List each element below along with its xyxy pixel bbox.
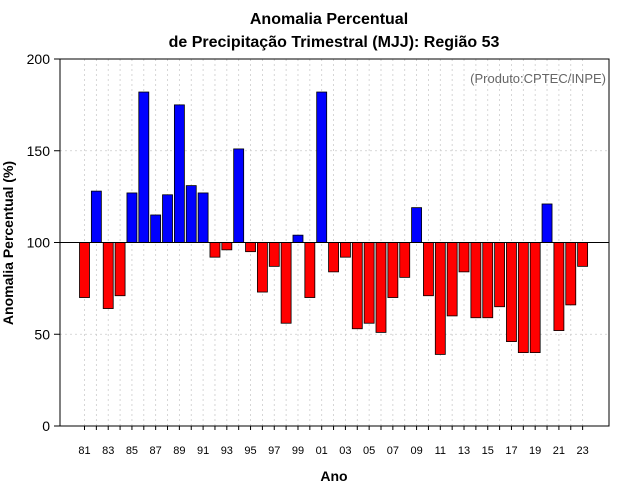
bar-00 — [304, 242, 316, 298]
bar-96 — [256, 242, 268, 293]
bar-82 — [90, 190, 102, 243]
bar-09 — [411, 207, 422, 243]
x-tick-label: 81 — [78, 445, 90, 457]
x-tick-label: 95 — [244, 445, 256, 457]
x-tick-label: 09 — [410, 445, 422, 457]
bar-88 — [162, 194, 173, 243]
x-tick-label: 21 — [553, 445, 565, 457]
bar-92 — [209, 242, 221, 258]
bar-18 — [517, 242, 529, 353]
y-axis-label: Anomalia Percentual (%) — [0, 161, 16, 325]
x-tick-label: 91 — [197, 445, 209, 457]
source-annotation: (Produto:CPTEC/INPE) — [470, 71, 606, 86]
bar-22 — [565, 242, 577, 306]
bar-17 — [506, 242, 517, 342]
y-tick-label: 150 — [27, 143, 51, 159]
bar-84 — [114, 242, 126, 297]
bar-23 — [577, 242, 589, 267]
x-tick-label: 03 — [339, 445, 351, 457]
bar-95 — [245, 242, 256, 253]
bar-03 — [340, 242, 351, 258]
x-tick-label: 05 — [363, 445, 375, 457]
x-tick-label: 23 — [576, 445, 588, 457]
x-tick-label: 97 — [268, 445, 280, 457]
bar-02 — [328, 242, 339, 273]
chart-title: Anomalia Percentual — [250, 11, 408, 28]
x-tick-label: 01 — [316, 445, 328, 457]
y-tick-label: 0 — [42, 418, 50, 434]
bar-87 — [150, 214, 162, 243]
bar-98 — [280, 242, 292, 324]
bar-05 — [363, 242, 375, 324]
bar-11 — [434, 242, 446, 355]
y-tick-label: 200 — [27, 51, 51, 67]
bar-14 — [470, 242, 482, 319]
bar-81 — [79, 242, 90, 298]
x-tick-label: 07 — [387, 445, 399, 457]
x-tick-label: 85 — [126, 445, 138, 457]
bar-04 — [351, 242, 363, 330]
bar-89 — [173, 104, 185, 243]
bar-13 — [458, 242, 470, 273]
bar-93 — [221, 242, 233, 251]
bar-19 — [529, 242, 541, 353]
bar-90 — [185, 185, 197, 243]
bar-08 — [399, 242, 411, 278]
bar-99 — [292, 234, 304, 243]
x-tick-label: 17 — [505, 445, 517, 457]
chart-subtitle: de Precipitação Trimestral (MJJ): Região… — [169, 34, 500, 51]
x-tick-label: 11 — [435, 445, 446, 457]
bar-21 — [553, 242, 565, 331]
bar-12 — [446, 242, 458, 317]
x-tick-label: 15 — [482, 445, 494, 457]
bar-94 — [233, 148, 245, 243]
bar-07 — [387, 242, 399, 298]
x-tick-label: 83 — [102, 445, 114, 457]
bar-20 — [541, 203, 553, 243]
y-axis-ticks: 0 50 100 150 200 — [27, 51, 60, 434]
bars — [79, 91, 589, 355]
bar-85 — [126, 192, 138, 243]
bar-86 — [138, 91, 150, 243]
x-tick-label: 13 — [458, 445, 470, 457]
x-tick-label: 87 — [150, 445, 162, 457]
x-tick-label: 19 — [529, 445, 541, 457]
bar-91 — [197, 192, 209, 243]
x-tick-label: 99 — [292, 445, 304, 457]
x-tick-label: 89 — [173, 445, 185, 457]
x-axis-label: Ano — [320, 468, 347, 484]
bar-16 — [494, 242, 506, 308]
y-tick-label: 100 — [27, 235, 51, 251]
bar-10 — [423, 242, 434, 297]
bar-06 — [375, 242, 387, 333]
x-axis-ticks: 81 83 85 87 89 91 93 95 97 99 01 03 05 07 09 11 13 15 17 19… — [78, 426, 589, 457]
y-tick-label: 50 — [34, 326, 50, 342]
bar-01 — [316, 91, 328, 243]
bar-97 — [268, 242, 280, 267]
bar-83 — [102, 242, 114, 309]
bar-15 — [482, 242, 494, 319]
x-tick-label: 93 — [221, 445, 233, 457]
